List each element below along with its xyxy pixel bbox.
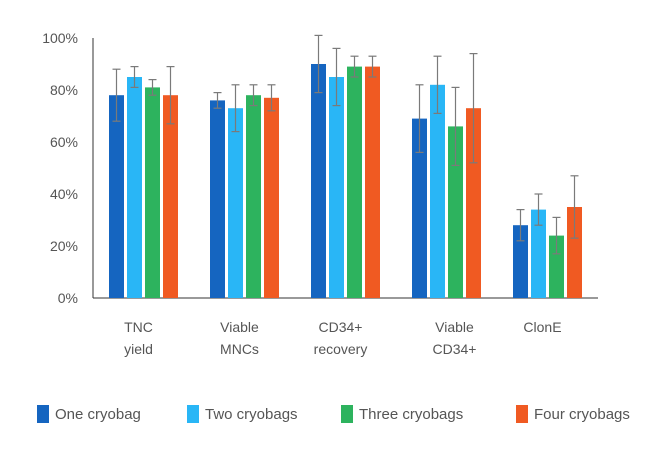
bar — [531, 209, 546, 298]
legend-swatch — [516, 405, 528, 423]
x-category-label-line: MNCs — [220, 341, 259, 357]
x-category-label: TNC yield — [124, 319, 153, 357]
bar — [163, 95, 178, 298]
bar — [347, 66, 362, 298]
x-category-label-line: CD34+ — [319, 319, 363, 335]
legend-swatch — [37, 405, 49, 423]
x-category-label-line: ClonE — [523, 319, 561, 335]
x-category-label: ClonE — [523, 319, 561, 335]
error-bar — [516, 209, 525, 242]
error-bar — [451, 86, 460, 166]
y-tick-label: 60% — [50, 134, 78, 150]
legend: One cryobag Two cryobags Three cryobags Fou… — [0, 405, 647, 435]
y-tick-label: 100% — [42, 30, 78, 46]
legend-item: One cryobag — [37, 405, 141, 423]
error-bar — [213, 91, 222, 109]
x-category-label: CD34+ recovery — [314, 319, 368, 357]
y-tick-label: 0% — [58, 290, 78, 306]
bar — [448, 126, 463, 299]
error-bar — [112, 68, 121, 122]
error-bar — [368, 55, 377, 78]
x-category-label: Viable CD34+ — [433, 319, 477, 357]
error-bar — [350, 55, 359, 78]
bars — [109, 34, 582, 299]
error-bar — [552, 216, 561, 255]
bar — [567, 207, 582, 298]
error-bar — [314, 34, 323, 94]
error-bar — [433, 55, 442, 115]
legend-item: Three cryobags — [341, 405, 463, 423]
error-bar — [148, 78, 157, 96]
error-bar — [332, 47, 341, 107]
bar — [311, 64, 326, 298]
legend-label: Four cryobags — [534, 405, 630, 423]
legend-item: Two cryobags — [187, 405, 298, 423]
bar — [430, 84, 445, 298]
y-tick-label: 80% — [50, 82, 78, 98]
error-bar — [534, 193, 543, 226]
bar — [127, 77, 142, 298]
error-bar — [130, 65, 139, 89]
bar — [549, 235, 564, 298]
bar — [228, 108, 243, 298]
bar — [329, 77, 344, 298]
bar — [264, 97, 279, 298]
legend-swatch — [341, 405, 353, 423]
x-category-label-line: yield — [124, 341, 153, 357]
bar — [365, 66, 380, 298]
bar — [412, 118, 427, 298]
x-category-label-line: Viable — [220, 319, 259, 335]
x-category-label-line: CD34+ — [433, 341, 477, 357]
legend-label: Three cryobags — [359, 405, 464, 423]
legend-item: Four cryobags — [516, 405, 630, 423]
x-axis-categories: TNC yield Viable MNCs CD34+ recovery Viable CD3… — [124, 319, 561, 357]
error-bar — [231, 84, 240, 133]
bar — [145, 87, 160, 299]
bar — [109, 95, 124, 298]
x-category-label-line: recovery — [314, 341, 368, 357]
error-bar — [249, 84, 258, 107]
bar — [513, 225, 528, 298]
legend-label: Two cryobags — [205, 405, 298, 423]
bar — [246, 95, 261, 298]
bar-chart: 0% 20% 40% 60% 80% 100% TNC yield Viable MNCs CD3… — [42, 30, 598, 357]
x-category-label: Viable MNCs — [220, 319, 259, 357]
y-tick-label: 20% — [50, 238, 78, 254]
legend-swatch — [187, 405, 199, 423]
error-bar — [469, 52, 478, 164]
legend-label: One cryobag — [55, 405, 141, 423]
bar — [210, 100, 225, 299]
error-bar — [166, 65, 175, 125]
x-category-label-line: Viable — [435, 319, 474, 335]
error-bar — [570, 175, 579, 239]
bar — [466, 108, 481, 298]
x-category-label-line: TNC — [124, 319, 153, 335]
y-tick-label: 40% — [50, 186, 78, 202]
y-axis-ticks: 0% 20% 40% 60% 80% 100% — [42, 30, 78, 306]
error-bar — [267, 84, 276, 112]
error-bar — [415, 84, 424, 153]
